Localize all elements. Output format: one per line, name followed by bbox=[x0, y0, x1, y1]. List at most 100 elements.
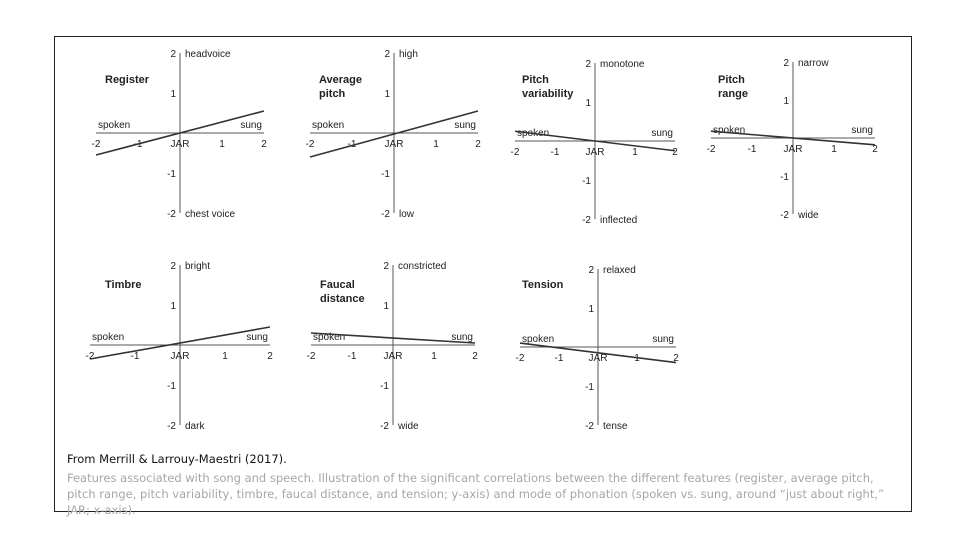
y-axis-top-label: high bbox=[399, 49, 418, 60]
y-axis-top-label: narrow bbox=[798, 58, 829, 69]
panel-6: -2 -1 JAR 1 2 2 1 -1 -2 constricted wide spoken sung… bbox=[307, 261, 479, 432]
panel-title: Tension bbox=[522, 279, 564, 291]
y-tick-label: -1 bbox=[582, 176, 591, 187]
y-axis-bottom-label: low bbox=[399, 209, 415, 220]
x-tick-label: JAR bbox=[385, 139, 404, 150]
y-tick-label: -2 bbox=[167, 421, 176, 432]
x-tick-label: 1 bbox=[222, 351, 228, 362]
panel-title: variability bbox=[522, 88, 574, 100]
x-axis-left-label: spoken bbox=[98, 120, 130, 131]
y-axis-top-label: relaxed bbox=[603, 265, 636, 276]
x-tick-label: -1 bbox=[348, 351, 357, 362]
y-tick-label: 1 bbox=[170, 89, 176, 100]
correlation-line bbox=[519, 342, 677, 364]
y-tick-label: 1 bbox=[588, 304, 594, 315]
y-tick-label: 1 bbox=[384, 89, 390, 100]
panel-title: Pitch bbox=[522, 74, 549, 86]
x-tick-label: 1 bbox=[219, 139, 225, 150]
x-tick-label: -2 bbox=[516, 353, 525, 364]
x-axis-right-label: sung bbox=[451, 332, 473, 343]
x-tick-label: -2 bbox=[92, 139, 101, 150]
y-axis-bottom-label: inflected bbox=[600, 215, 637, 226]
caption-source: From Merrill & Larrouy-Maestri (2017). bbox=[67, 452, 287, 466]
y-axis-bottom-label: wide bbox=[797, 210, 819, 221]
y-tick-label: -1 bbox=[167, 381, 176, 392]
y-axis-bottom-label: wide bbox=[397, 421, 419, 432]
x-tick-label: JAR bbox=[586, 147, 605, 158]
x-tick-label: -1 bbox=[131, 351, 140, 362]
y-axis-top-label: constricted bbox=[398, 261, 446, 272]
x-tick-label: -2 bbox=[511, 147, 520, 158]
x-axis-right-label: sung bbox=[851, 125, 873, 136]
y-axis-bottom-label: tense bbox=[603, 421, 628, 432]
panel-title: Average bbox=[319, 74, 362, 86]
y-tick-label: 2 bbox=[588, 265, 594, 276]
y-tick-label: -2 bbox=[585, 421, 594, 432]
caption-description: Features associated with song and speech… bbox=[67, 471, 884, 517]
x-tick-label: JAR bbox=[171, 351, 190, 362]
x-tick-label: -1 bbox=[348, 139, 357, 150]
x-tick-label: -1 bbox=[748, 144, 757, 155]
y-tick-label: 1 bbox=[585, 98, 591, 109]
correlation-line bbox=[310, 332, 476, 344]
x-tick-label: 2 bbox=[673, 353, 679, 364]
panel-title: Faucal bbox=[320, 279, 355, 291]
y-tick-label: -2 bbox=[167, 209, 176, 220]
x-tick-label: 2 bbox=[267, 351, 273, 362]
correlation-line bbox=[95, 110, 265, 156]
x-tick-label: -1 bbox=[555, 353, 564, 364]
x-tick-label: 2 bbox=[475, 139, 481, 150]
y-tick-label: 2 bbox=[783, 58, 789, 69]
y-tick-label: -1 bbox=[380, 381, 389, 392]
y-tick-label: -1 bbox=[167, 169, 176, 180]
y-axis-top-label: headvoice bbox=[185, 49, 231, 60]
y-tick-label: -1 bbox=[585, 382, 594, 393]
figure-caption: From Merrill & Larrouy-Maestri (2017). F… bbox=[67, 452, 903, 518]
y-tick-label: -2 bbox=[381, 209, 390, 220]
panel-2: -2 -1 JAR 1 2 2 1 -1 -2 high low spoken sung Average p… bbox=[306, 49, 482, 220]
panel-title: distance bbox=[320, 293, 365, 305]
y-tick-label: 2 bbox=[585, 59, 591, 70]
x-tick-label: -2 bbox=[86, 351, 95, 362]
x-tick-label: 2 bbox=[472, 351, 478, 362]
x-axis-left-label: spoken bbox=[522, 334, 554, 345]
y-tick-label: 2 bbox=[384, 49, 390, 60]
figure-frame: -2 -1 JAR 1 2 2 1 -1 -2 headvoice chest voice spoke… bbox=[54, 36, 912, 517]
panel-title: pitch bbox=[319, 88, 346, 100]
x-axis-left-label: spoken bbox=[313, 332, 345, 343]
panel-title: range bbox=[718, 88, 748, 100]
x-tick-label: 1 bbox=[831, 144, 837, 155]
correlation-line bbox=[514, 130, 676, 152]
panel-title: Register bbox=[105, 74, 150, 86]
y-tick-label: 2 bbox=[383, 261, 389, 272]
x-tick-label: 1 bbox=[433, 139, 439, 150]
x-axis-right-label: sung bbox=[651, 128, 673, 139]
y-tick-label: -1 bbox=[381, 169, 390, 180]
x-tick-label: 2 bbox=[872, 144, 878, 155]
x-tick-label: JAR bbox=[384, 351, 403, 362]
y-tick-label: 2 bbox=[170, 49, 176, 60]
y-tick-label: -2 bbox=[582, 215, 591, 226]
x-tick-label: JAR bbox=[171, 139, 190, 150]
chart-panels: -2 -1 JAR 1 2 2 1 -1 -2 headvoice chest voice spoke… bbox=[86, 49, 879, 432]
x-tick-label: -1 bbox=[551, 147, 560, 158]
y-tick-label: -1 bbox=[780, 172, 789, 183]
x-axis-right-label: sung bbox=[454, 120, 476, 131]
x-tick-label: JAR bbox=[784, 144, 803, 155]
y-axis-bottom-label: chest voice bbox=[185, 209, 235, 220]
y-axis-top-label: bright bbox=[185, 261, 210, 272]
y-axis-top-label: monotone bbox=[600, 59, 645, 70]
x-tick-label: JAR bbox=[589, 353, 608, 364]
x-axis-left-label: spoken bbox=[713, 125, 745, 136]
y-axis-bottom-label: dark bbox=[185, 421, 205, 432]
y-tick-label: 1 bbox=[170, 301, 176, 312]
x-axis-right-label: sung bbox=[246, 332, 268, 343]
panel-5: -2 -1 JAR 1 2 2 1 -1 -2 bright dark spoken sung Timbr… bbox=[86, 261, 274, 432]
x-tick-label: 2 bbox=[672, 147, 678, 158]
x-tick-label: 1 bbox=[632, 147, 638, 158]
x-axis-right-label: sung bbox=[652, 334, 674, 345]
x-axis-left-label: spoken bbox=[312, 120, 344, 131]
panel-4: -2 -1 JAR 1 2 2 1 -1 -2 narrow wide spoken sung Pitch… bbox=[707, 58, 879, 221]
y-tick-label: -2 bbox=[780, 210, 789, 221]
